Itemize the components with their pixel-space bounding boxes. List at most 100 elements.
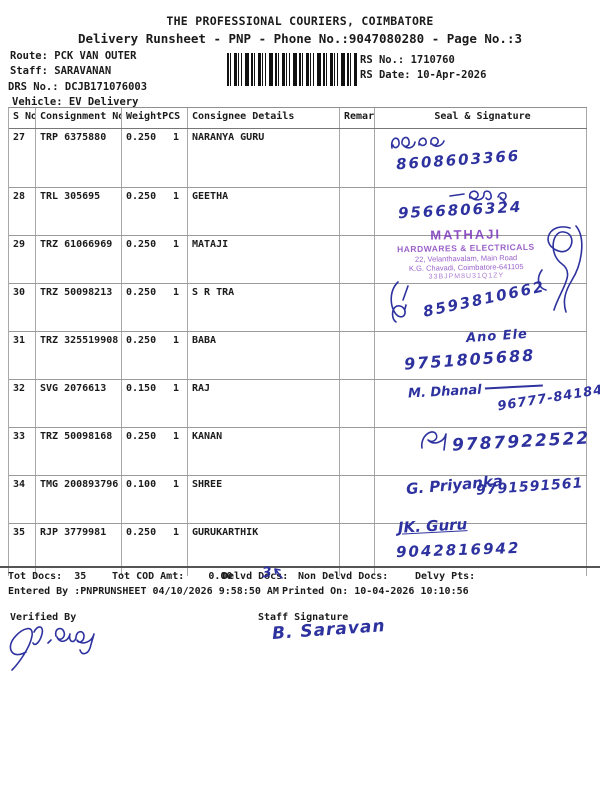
cell-consignee: RAJ	[188, 380, 340, 427]
vehicle-line: Vehicle: EV Delivery	[12, 96, 139, 108]
cell-remarks	[340, 236, 375, 283]
cell-sno: 28	[9, 188, 36, 235]
cell-weight: 0.100	[126, 479, 157, 490]
cell-consignment: RJP 3779981	[36, 524, 122, 576]
col-header-seal: Seal & Signature	[375, 108, 587, 128]
printed-on-line: Printed On: 10-04-2026 10:10:56	[282, 586, 469, 597]
staff-line: Staff: SARAVANAN	[10, 65, 112, 77]
staff-signature-label: Staff Signature	[258, 612, 349, 623]
cell-seal	[375, 524, 587, 576]
cell-weight: 0.250	[126, 287, 157, 298]
table-row: 32 SVG 2076613 0.150 1 RAJ	[9, 380, 587, 428]
cell-seal	[375, 188, 587, 235]
consignment-table: S No Consignment No Weight PCS Consignee …	[8, 107, 587, 576]
cell-consignment: TRZ 325519908	[36, 332, 122, 379]
cell-pcs: 1	[172, 383, 179, 394]
cell-remarks	[340, 428, 375, 475]
table-row: 29 TRZ 61066969 0.250 1 MATAJI	[9, 236, 587, 284]
cell-sno: 34	[9, 476, 36, 523]
rs-no-line: RS No.: 1710760	[360, 54, 455, 66]
cell-sno: 31	[9, 332, 36, 379]
non-delvd-label: Non Delvd Docs:	[298, 571, 389, 582]
cell-sno: 35	[9, 524, 36, 576]
cell-weight: 0.250	[126, 191, 157, 202]
company-title: THE PROFESSIONAL COURIERS, COIMBATORE	[166, 14, 434, 28]
cell-consignment: TRP 6375880	[36, 129, 122, 187]
cell-consignment: TRZ 50098168	[36, 428, 122, 475]
cell-consignment: TRZ 50098213	[36, 284, 122, 331]
cell-seal	[375, 476, 587, 523]
cell-consignment: TMG 200893796	[36, 476, 122, 523]
col-header-weight-pcs: Weight PCS	[122, 108, 188, 128]
cell-consignment: SVG 2076613	[36, 380, 122, 427]
entered-by-line: Entered By :PNPRUNSHEET 04/10/2026 9:58:…	[8, 586, 279, 597]
table-row: 27 TRP 6375880 0.250 1 NARANYA GURU	[9, 129, 587, 188]
cell-pcs: 1	[172, 239, 179, 250]
delvd-docs-label: Delvd Docs:	[222, 571, 289, 582]
table-row: 30 TRZ 50098213 0.250 1 S R TRA	[9, 284, 587, 332]
table-row: 33 TRZ 50098168 0.250 1 KANAN	[9, 428, 587, 476]
cell-sno: 33	[9, 428, 36, 475]
table-row: 28 TRL 305695 0.250 1 GEETHA	[9, 188, 587, 236]
cell-weight: 0.250	[126, 132, 157, 143]
cell-seal	[375, 236, 587, 283]
cell-remarks	[340, 284, 375, 331]
cell-sno: 32	[9, 380, 36, 427]
col-header-remarks: Remarks	[340, 108, 375, 128]
table-row: 35 RJP 3779981 0.250 1 GURUKARTHIK	[9, 524, 587, 576]
cell-weight: 0.250	[126, 431, 157, 442]
cell-pcs: 1	[172, 287, 179, 298]
col-header-consignment: Consignment No	[36, 108, 122, 128]
cell-seal	[375, 380, 587, 427]
cell-pcs: 1	[172, 132, 179, 143]
cell-consignment: TRL 305695	[36, 188, 122, 235]
cell-pcs: 1	[172, 335, 179, 346]
cell-consignee: SHREE	[188, 476, 340, 523]
cell-remarks	[340, 129, 375, 187]
cell-weight: 0.150	[126, 383, 157, 394]
cell-consignment: TRZ 61066969	[36, 236, 122, 283]
table-bottom-rule	[0, 566, 600, 568]
cell-sno: 30	[9, 284, 36, 331]
cell-remarks	[340, 188, 375, 235]
cell-remarks	[340, 332, 375, 379]
cell-seal	[375, 332, 587, 379]
cell-seal	[375, 284, 587, 331]
tot-cod-label: Tot COD Amt: 0.00	[112, 571, 233, 582]
table-row: 34 TMG 200893796 0.100 1 SHREE	[9, 476, 587, 524]
verified-by-label: Verified By	[10, 612, 77, 623]
tot-docs-label: Tot Docs: 35	[8, 571, 87, 582]
cell-remarks	[340, 476, 375, 523]
cell-consignee: KANAN	[188, 428, 340, 475]
cell-consignee: NARANYA GURU	[188, 129, 340, 187]
cell-pcs: 1	[172, 527, 179, 538]
cell-weight: 0.250	[126, 239, 157, 250]
cell-weight: 0.250	[126, 335, 157, 346]
table-header-row: S No Consignment No Weight PCS Consignee …	[9, 108, 587, 129]
cell-seal	[375, 428, 587, 475]
col-header-pcs: PCS	[162, 111, 181, 122]
cell-consignee: BABA	[188, 332, 340, 379]
cell-pcs: 1	[172, 431, 179, 442]
rs-date-line: RS Date: 10-Apr-2026	[360, 69, 487, 81]
runsheet-subtitle: Delivery Runsheet - PNP - Phone No.:9047…	[77, 31, 522, 46]
table-row: 31 TRZ 325519908 0.250 1 BABA	[9, 332, 587, 380]
cell-pcs: 1	[172, 479, 179, 490]
verified-by-signature-scribble	[9, 626, 95, 671]
cell-sno: 27	[9, 129, 36, 187]
cell-remarks	[340, 380, 375, 427]
cell-sno: 29	[9, 236, 36, 283]
cell-remarks	[340, 524, 375, 576]
drs-no-line: DRS No.: DCJB171076003	[8, 81, 148, 93]
cell-consignee: S R TRA	[188, 284, 340, 331]
cell-consignee: GEETHA	[188, 188, 340, 235]
cell-consignee: MATAJI	[188, 236, 340, 283]
cell-consignee: GURUKARTHIK	[188, 524, 340, 576]
cell-pcs: 1	[172, 191, 179, 202]
cell-weight: 0.250	[126, 527, 157, 538]
cell-seal	[375, 129, 587, 187]
col-header-consignee: Consignee Details	[188, 108, 340, 128]
route-line: Route: PCK VAN OUTER	[10, 50, 137, 62]
delvy-pts-label: Delvy Pts:	[415, 571, 476, 582]
